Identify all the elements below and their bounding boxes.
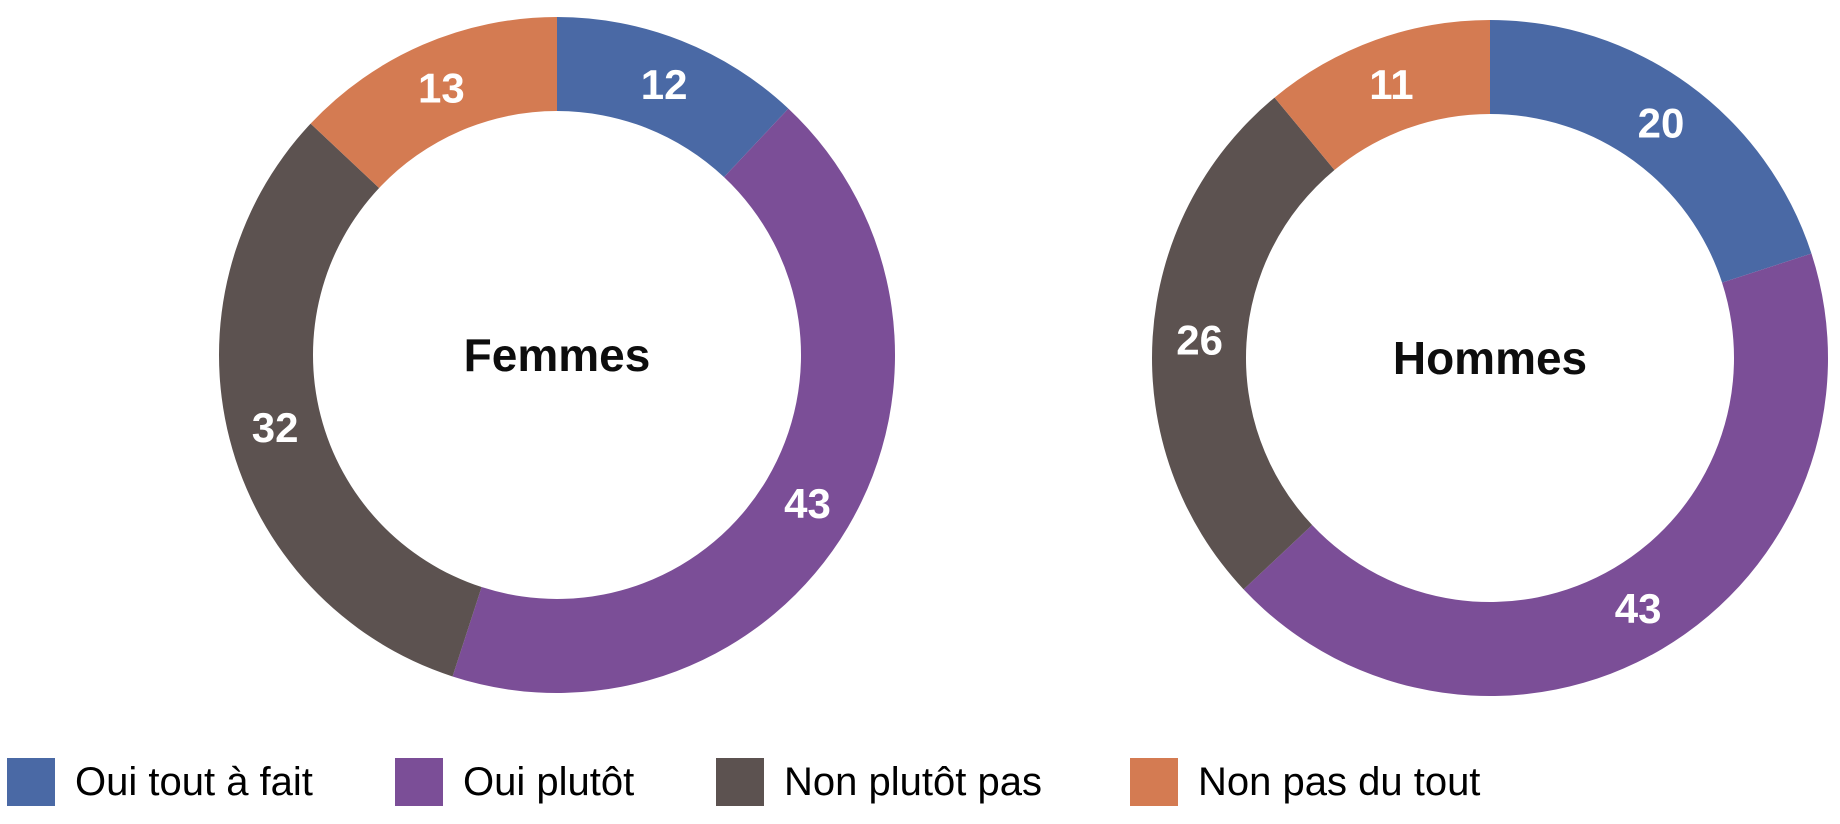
legend-swatch-non-pas-du-tout [1130, 758, 1178, 806]
donut-chart-hommes: 20 43 26 11 Hommes [1150, 18, 1830, 698]
segment-value-non-pas-du-tout: 13 [418, 65, 465, 112]
legend-item-oui-tout-a-fait: Oui tout à fait [7, 757, 313, 807]
segment-value-non-plutot-pas: 26 [1176, 316, 1223, 363]
segment-oui-plutot [452, 108, 896, 694]
legend-item-non-plutot-pas: Non plutôt pas [716, 757, 1042, 807]
donut-chart-femmes: 12 43 32 13 Femmes [217, 15, 897, 695]
segment-oui-tout-a-fait [557, 17, 789, 178]
legend-swatch-oui-plutot [395, 758, 443, 806]
segment-value-non-plutot-pas: 32 [252, 404, 299, 451]
segment-oui-tout-a-fait [1490, 20, 1812, 283]
segment-non-plutot-pas [218, 123, 482, 677]
segment-value-oui-plutot: 43 [1615, 585, 1662, 632]
donut-svg-hommes: 20 43 26 11 [1152, 20, 1829, 697]
segment-value-oui-tout-a-fait: 20 [1638, 99, 1685, 146]
legend-swatch-oui-tout-a-fait [7, 758, 55, 806]
segment-oui-plutot [1243, 253, 1829, 697]
segment-non-pas-du-tout [1274, 20, 1490, 170]
legend: Oui tout à fait Oui plutôt Non plutôt pa… [0, 757, 1840, 809]
legend-swatch-non-plutot-pas [716, 758, 764, 806]
legend-label: Non pas du tout [1198, 759, 1481, 804]
legend-item-non-pas-du-tout: Non pas du tout [1130, 757, 1480, 807]
segment-non-plutot-pas [1152, 97, 1335, 590]
segment-value-non-pas-du-tout: 11 [1369, 61, 1413, 108]
legend-label: Non plutôt pas [784, 759, 1042, 804]
legend-label: Oui tout à fait [75, 759, 313, 804]
segment-value-oui-tout-a-fait: 12 [641, 61, 688, 108]
donut-svg-femmes: 12 43 32 13 [218, 17, 896, 694]
segment-value-oui-plutot: 43 [784, 480, 831, 527]
legend-label: Oui plutôt [463, 759, 635, 804]
legend-item-oui-plutot: Oui plutôt [395, 757, 634, 807]
segment-non-pas-du-tout [310, 17, 557, 188]
